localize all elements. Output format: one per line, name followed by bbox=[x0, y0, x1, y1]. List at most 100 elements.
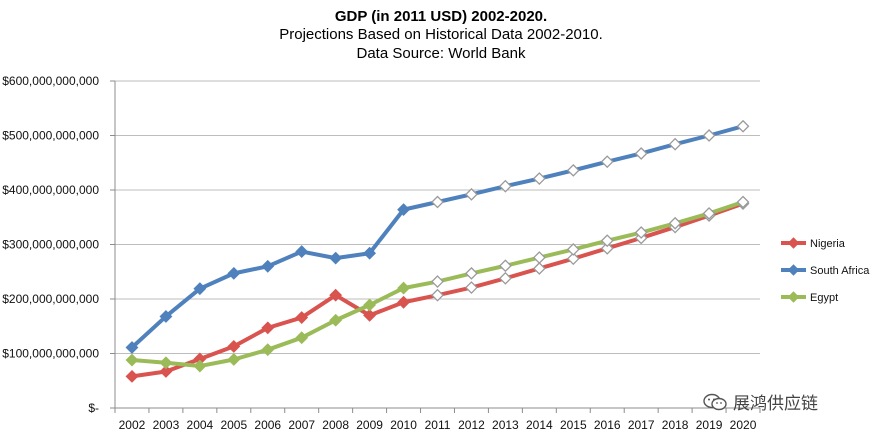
data-point bbox=[193, 359, 207, 373]
x-tick-label: 2015 bbox=[560, 418, 587, 432]
y-tick-label: $100,000,000,000 bbox=[2, 347, 99, 361]
data-point bbox=[159, 365, 173, 378]
data-point bbox=[397, 281, 410, 295]
x-tick-label: 2016 bbox=[594, 418, 621, 432]
x-tick-label: 2002 bbox=[119, 418, 146, 432]
series-line bbox=[129, 124, 746, 350]
data-point bbox=[193, 282, 207, 296]
y-tick-labels: $- $100,000,000,000 $200,000,000,000 $300,0… bbox=[2, 74, 99, 415]
x-tick-label: 2007 bbox=[288, 418, 315, 432]
data-point bbox=[532, 262, 546, 275]
x-tick-label: 2018 bbox=[662, 418, 689, 432]
data-point bbox=[702, 129, 716, 142]
data-point bbox=[498, 259, 512, 273]
data-point bbox=[498, 179, 512, 193]
y-tick-label: $200,000,000,000 bbox=[2, 292, 99, 306]
x-tick-label: 2017 bbox=[628, 418, 655, 432]
data-point bbox=[295, 311, 309, 324]
data-point bbox=[600, 234, 614, 248]
data-point bbox=[397, 295, 410, 309]
y-tick-label: $500,000,000,000 bbox=[2, 129, 99, 143]
legend-swatch-marker bbox=[787, 291, 800, 303]
x-tick-label: 2011 bbox=[425, 418, 451, 432]
data-point bbox=[363, 308, 377, 322]
data-point bbox=[668, 216, 682, 230]
data-point bbox=[125, 353, 139, 367]
data-point bbox=[736, 119, 750, 133]
chart-subtitle-line-2: Data Source: World Bank bbox=[357, 45, 526, 62]
x-tick-label: 2009 bbox=[356, 418, 383, 432]
watermark-text: 展鸿供应链 bbox=[733, 394, 818, 414]
data-point bbox=[600, 241, 614, 255]
data-point bbox=[397, 203, 410, 217]
x-tick-label: 2014 bbox=[526, 418, 553, 432]
data-point bbox=[329, 251, 343, 265]
data-point bbox=[227, 353, 241, 366]
data-point bbox=[532, 172, 546, 185]
legend: Nigeria South Africa Egypt bbox=[781, 237, 870, 304]
legend-label: South Africa bbox=[810, 265, 870, 277]
series-lines bbox=[125, 119, 750, 383]
data-point bbox=[566, 252, 580, 266]
legend-item: South Africa bbox=[781, 264, 870, 277]
data-point bbox=[159, 310, 173, 323]
axes bbox=[110, 80, 761, 413]
legend-item: Nigeria bbox=[781, 237, 846, 250]
chart-title: GDP (in 2011 USD) 2002-2020. bbox=[335, 8, 547, 25]
data-point bbox=[159, 356, 173, 370]
y-tick-label: $- bbox=[88, 401, 99, 415]
wechat-icon bbox=[703, 393, 727, 410]
data-point bbox=[431, 275, 444, 288]
data-point bbox=[363, 298, 377, 312]
data-point bbox=[532, 251, 546, 264]
series-nigeria bbox=[125, 197, 750, 383]
data-point bbox=[261, 259, 275, 273]
data-point bbox=[261, 343, 275, 357]
x-tick-label: 2003 bbox=[153, 418, 180, 432]
x-tick-labels: 2002 2003 2004 2005 2006 2007 2008 2009 2010 2011… bbox=[119, 418, 757, 432]
data-point bbox=[431, 288, 444, 302]
data-point bbox=[227, 266, 241, 280]
data-point bbox=[668, 137, 682, 151]
x-tick-label: 2020 bbox=[730, 418, 757, 432]
data-point bbox=[363, 246, 377, 260]
legend-label: Egypt bbox=[810, 292, 838, 304]
gridlines bbox=[115, 80, 760, 354]
x-tick-label: 2012 bbox=[458, 418, 485, 432]
series-south-africa bbox=[125, 119, 750, 354]
data-point bbox=[125, 341, 139, 354]
data-point bbox=[566, 163, 580, 177]
data-point bbox=[736, 195, 750, 209]
data-point bbox=[261, 321, 275, 335]
legend-swatch-marker bbox=[787, 237, 800, 249]
data-point bbox=[431, 195, 444, 209]
data-point bbox=[702, 207, 716, 220]
legend-label: Nigeria bbox=[810, 238, 846, 250]
data-point bbox=[125, 369, 139, 383]
data-point bbox=[295, 331, 309, 345]
legend-item: Egypt bbox=[781, 291, 838, 304]
data-point bbox=[465, 187, 478, 201]
x-tick-label: 2010 bbox=[390, 418, 417, 432]
y-tick-label: $400,000,000,000 bbox=[2, 183, 99, 197]
x-tick-label: 2013 bbox=[492, 418, 519, 432]
x-tick-label: 2019 bbox=[696, 418, 723, 432]
data-point bbox=[329, 288, 343, 302]
data-point bbox=[498, 271, 512, 285]
data-point bbox=[465, 281, 478, 294]
data-point bbox=[227, 339, 241, 353]
x-tick-label: 2006 bbox=[254, 418, 281, 432]
data-point bbox=[465, 266, 478, 280]
watermark: 展鸿供应链 bbox=[703, 389, 818, 414]
data-point bbox=[634, 226, 648, 239]
data-point bbox=[600, 155, 614, 169]
data-point bbox=[329, 313, 343, 327]
y-tick-label: $300,000,000,000 bbox=[2, 238, 99, 252]
x-tick-label: 2005 bbox=[220, 418, 247, 432]
legend-swatch-marker bbox=[787, 264, 800, 276]
series-egypt bbox=[125, 195, 750, 373]
x-tick-label: 2008 bbox=[322, 418, 349, 432]
data-point bbox=[634, 147, 648, 160]
data-point bbox=[566, 242, 580, 256]
